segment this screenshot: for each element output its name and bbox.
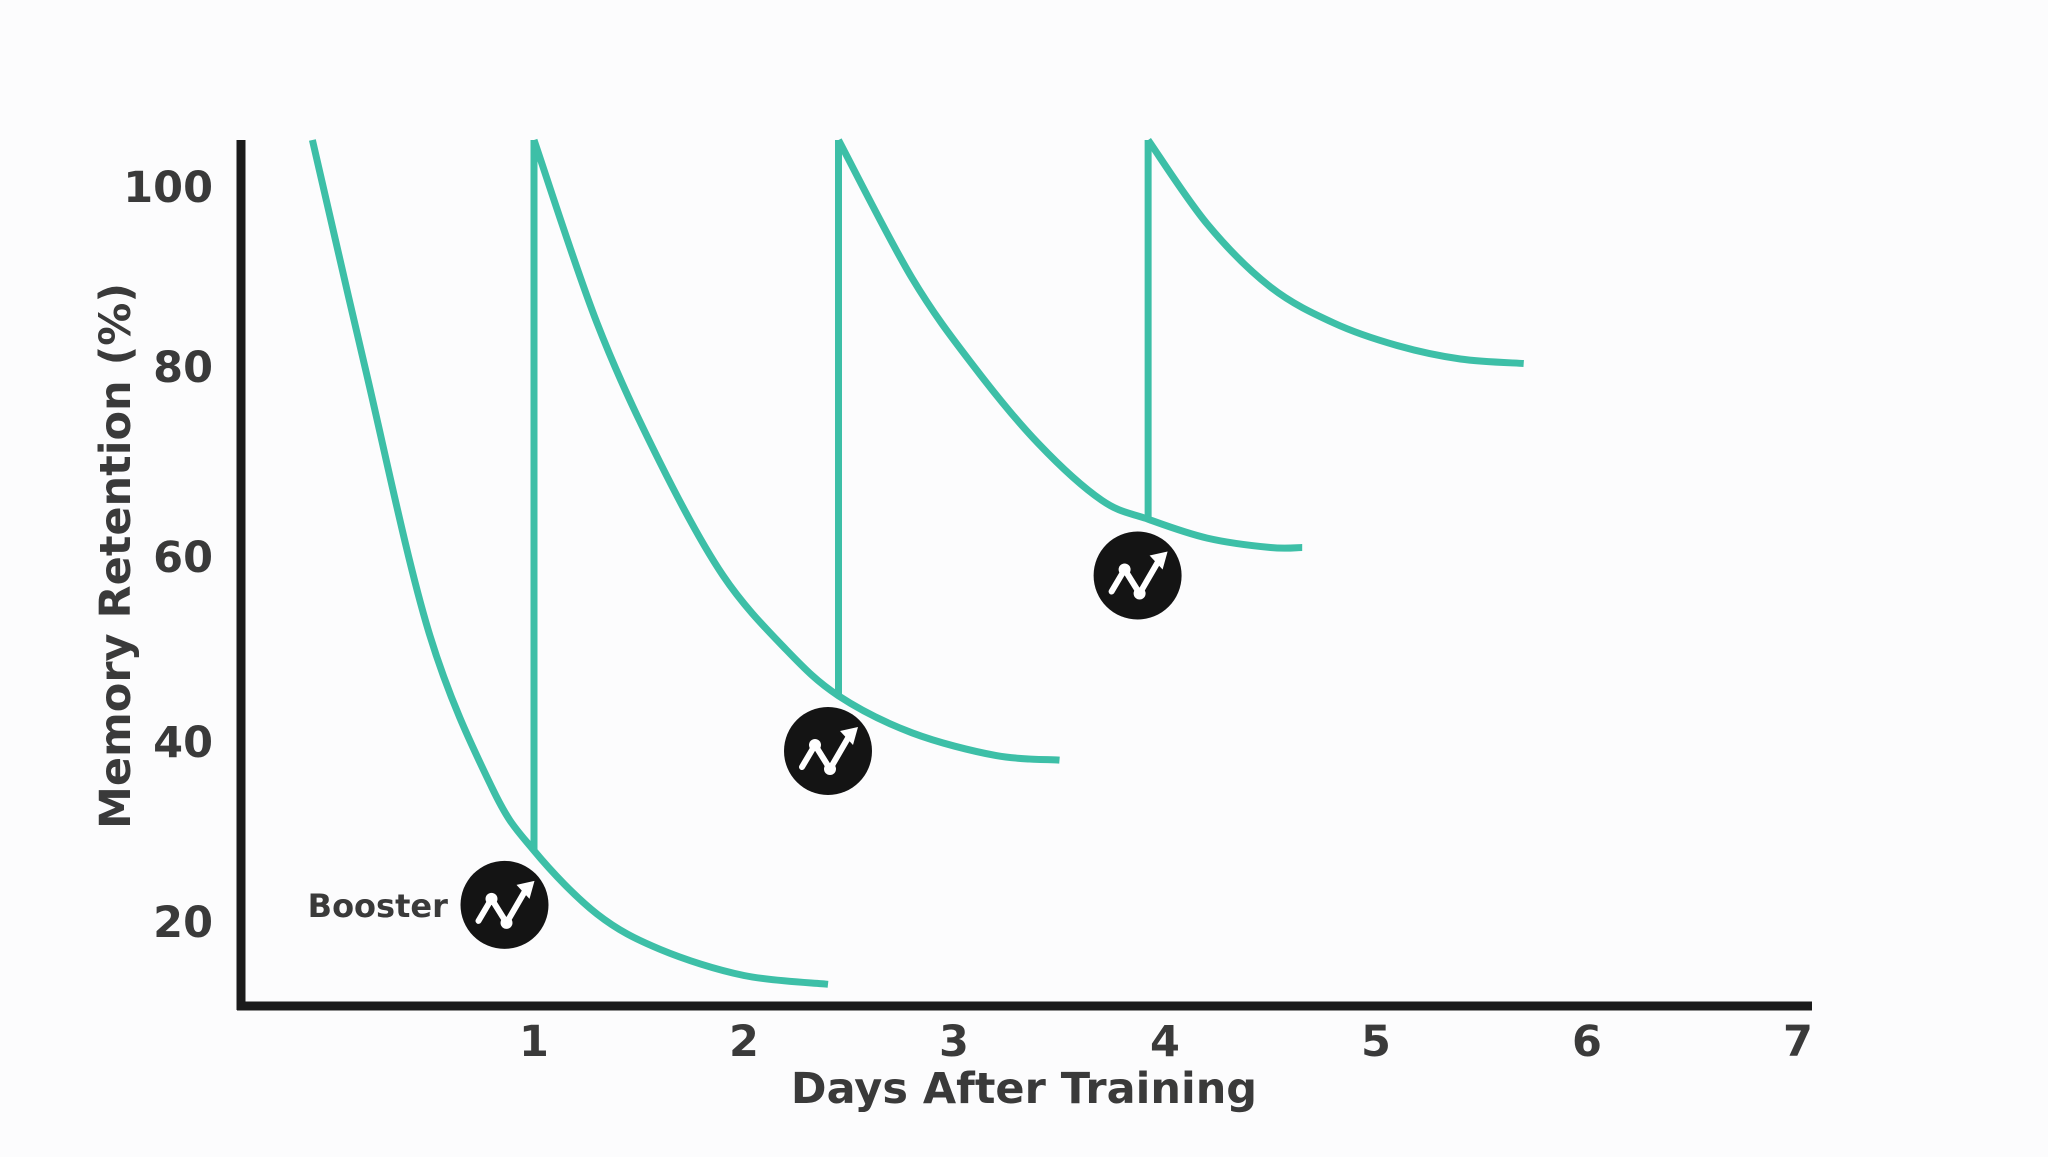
x-tick-label: 5: [1361, 1017, 1391, 1067]
axes: [236, 140, 1812, 1011]
retention-curve-4: [1145, 137, 1524, 367]
x-tick-label: 2: [729, 1017, 759, 1067]
y-tick-label: 100: [123, 163, 213, 213]
booster-markers: Booster: [308, 531, 1182, 949]
retention-curve-1: [308, 139, 829, 988]
x-tick-label: 1: [519, 1017, 549, 1067]
x-tick-label: 4: [1150, 1017, 1180, 1067]
booster-icon: [1093, 531, 1182, 620]
y-tick-labels: 20 40 60 80 100: [123, 163, 213, 948]
booster-icon: [784, 707, 872, 795]
retention-curve-2: [530, 138, 1060, 764]
y-tick-label: 20: [153, 898, 213, 948]
booster-label: Booster: [308, 887, 448, 925]
x-tick-label: 3: [939, 1017, 969, 1067]
retention-curve-3: [835, 138, 1303, 552]
x-axis-label: Days After Training: [791, 1064, 1257, 1114]
plot-area: [308, 137, 1524, 988]
y-tick-label: 40: [153, 718, 213, 768]
booster-icon: [460, 860, 549, 949]
y-tick-label: 60: [153, 533, 213, 583]
x-tick-labels: 1 2 3 4 5 6 7: [519, 1017, 1813, 1067]
x-tick-label: 7: [1783, 1017, 1813, 1067]
x-tick-label: 6: [1572, 1017, 1602, 1067]
y-tick-label: 80: [153, 343, 213, 393]
y-axis-label: Memory Retention (%): [91, 283, 141, 829]
